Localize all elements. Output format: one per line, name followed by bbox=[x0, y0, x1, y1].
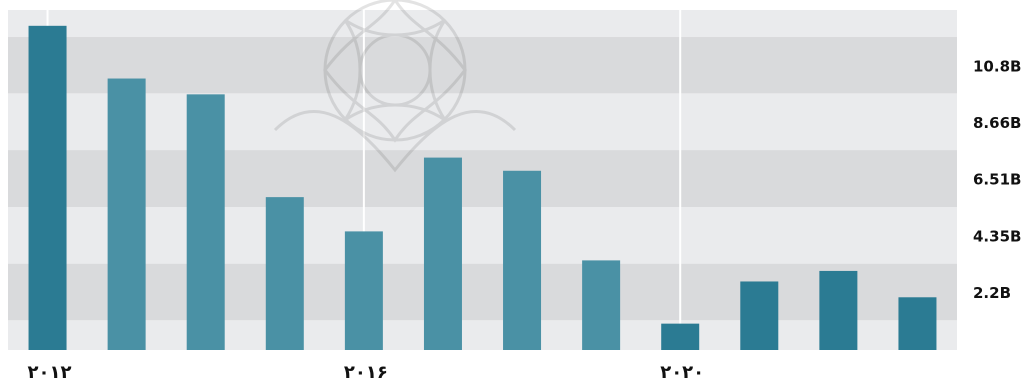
bar bbox=[503, 170, 542, 350]
bar bbox=[582, 260, 621, 350]
background-band bbox=[8, 150, 957, 208]
y-axis-labels: 2.2B 4.35B 6.51B 8.66B 10.8B bbox=[973, 57, 1021, 302]
bar bbox=[107, 78, 146, 350]
background-band bbox=[8, 320, 957, 350]
background-band bbox=[8, 93, 957, 151]
bar bbox=[28, 25, 67, 350]
background-band bbox=[8, 207, 957, 264]
background-band bbox=[8, 37, 957, 94]
y-tick-label: 4.35B bbox=[973, 227, 1021, 245]
y-tick-label: 6.51B bbox=[973, 170, 1021, 188]
y-tick-label: 2.2B bbox=[973, 284, 1011, 302]
x-tick-label: ۲۰۱۶ bbox=[344, 362, 388, 383]
x-tick-label: ۲۰۲۰ bbox=[660, 362, 704, 383]
bars bbox=[28, 25, 937, 350]
y-tick-label: 10.8B bbox=[973, 57, 1021, 75]
bar bbox=[819, 270, 858, 350]
bar bbox=[740, 281, 779, 350]
background-bands bbox=[8, 10, 957, 350]
bar bbox=[186, 94, 225, 350]
x-tick-label: ۲۰۱۲ bbox=[28, 362, 72, 383]
bar bbox=[423, 157, 462, 350]
bar bbox=[898, 297, 937, 350]
y-tick-label: 8.66B bbox=[973, 114, 1021, 132]
background-band bbox=[8, 263, 957, 321]
bar bbox=[265, 197, 304, 350]
background-band bbox=[8, 10, 957, 38]
bar bbox=[661, 323, 700, 350]
bar bbox=[344, 231, 383, 350]
x-axis-labels: ۲۰۱۲ ۲۰۱۶ ۲۰۲۰ bbox=[28, 362, 705, 383]
watermark-logo bbox=[273, 0, 517, 173]
